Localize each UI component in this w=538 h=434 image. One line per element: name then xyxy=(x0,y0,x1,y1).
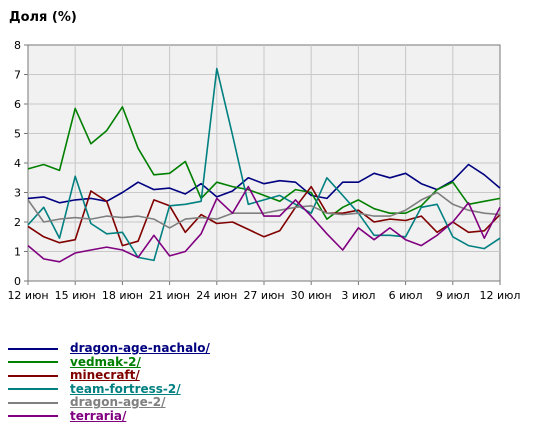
series-lines xyxy=(27,67,501,263)
legend-item[interactable]: dragon-age-nachalo/ xyxy=(8,341,210,356)
legend-swatch xyxy=(8,415,58,418)
legend-item[interactable]: dragon-age-2/ xyxy=(8,395,210,410)
y-tick-label: 0 xyxy=(14,275,21,288)
legend-item[interactable]: vedmak-2/ xyxy=(8,354,210,370)
x-tick-label: 27 июн xyxy=(243,289,284,302)
y-tick-label: 3 xyxy=(14,187,21,200)
x-tick-label: 21 июн xyxy=(149,289,190,302)
legend-swatch xyxy=(8,401,58,404)
y-tick-label: 2 xyxy=(14,216,21,229)
legend-swatch xyxy=(8,374,58,377)
series-line-terraria xyxy=(27,185,501,263)
legend-swatch xyxy=(8,388,58,391)
y-axis-ticks: 0 1 2 3 4 5 6 7 8 xyxy=(14,39,28,288)
series-line-vedmak-2 xyxy=(27,106,501,220)
series-line-team-fortress-2 xyxy=(27,67,501,262)
x-tick-label: 18 июн xyxy=(102,289,143,302)
legend-label[interactable]: minecraft/ xyxy=(70,368,140,382)
x-tick-label: 12 июн xyxy=(7,289,48,302)
legend-label[interactable]: vedmak-2/ xyxy=(70,354,141,369)
y-tick-label: 6 xyxy=(14,98,21,111)
x-tick-label: 6 июл xyxy=(389,289,423,302)
x-tick-label: 30 июн xyxy=(291,289,332,302)
x-tick-label: 12 июл xyxy=(480,289,521,302)
legend-label[interactable]: dragon-age-nachalo/ xyxy=(70,341,210,355)
grid-lines xyxy=(28,45,500,281)
x-tick-label: 9 июл xyxy=(436,289,470,302)
legend-item[interactable]: team-fortress-2/ xyxy=(8,381,210,397)
series-line-minecraft xyxy=(27,185,501,247)
legend-swatch xyxy=(8,361,58,364)
legend-item[interactable]: terraria/ xyxy=(8,408,210,424)
y-tick-label: 4 xyxy=(14,157,21,170)
chart-title: Доля (%) xyxy=(9,10,77,25)
y-tick-label: 8 xyxy=(14,39,21,52)
x-tick-label: 15 июн xyxy=(55,289,96,302)
legend-label[interactable]: terraria/ xyxy=(70,408,127,423)
x-tick-label: 24 июн xyxy=(196,289,237,302)
legend-item[interactable]: minecraft/ xyxy=(8,368,210,383)
x-axis-ticks: 12 июн 15 июн 18 июн 21 июн 24 июн 27 июн 30 и… xyxy=(7,281,520,302)
series-line-dragon-age-2 xyxy=(27,191,501,229)
legend-label[interactable]: dragon-age-2/ xyxy=(70,395,166,409)
y-tick-label: 5 xyxy=(14,128,21,141)
x-tick-label: 3 июл xyxy=(341,289,375,302)
y-tick-label: 7 xyxy=(14,69,21,82)
legend-swatch xyxy=(8,347,58,350)
y-tick-label: 1 xyxy=(14,246,21,259)
legend-label[interactable]: team-fortress-2/ xyxy=(70,381,181,396)
legend: dragon-age-nachalo/vedmak-2/minecraft/te… xyxy=(8,341,210,424)
